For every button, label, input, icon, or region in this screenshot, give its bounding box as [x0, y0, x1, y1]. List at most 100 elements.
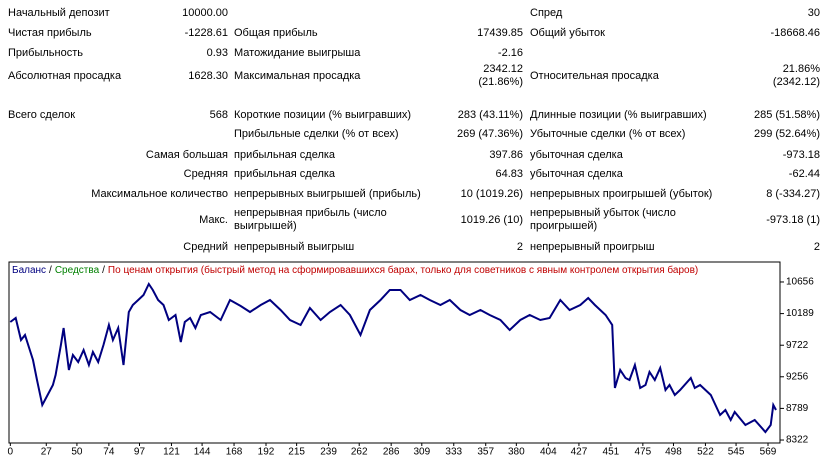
legend-separator: /	[49, 265, 52, 276]
legend-entry: Средства	[55, 265, 100, 276]
row-value: -973.18	[782, 148, 820, 161]
series-line	[9, 281, 777, 434]
row-label: Матожидание выигрыша	[234, 46, 361, 59]
x-tick-label: 522	[697, 447, 714, 458]
row-value: (2342.12)	[772, 76, 820, 88]
row-label: непрерывных выигрышей (прибыль)	[234, 187, 421, 200]
row-label: выигрышей)	[234, 220, 297, 232]
x-tick-label: 451	[603, 447, 620, 458]
x-tick-label: 168	[226, 447, 243, 458]
x-tick-label: 215	[288, 447, 305, 458]
row-label: Абсолютная просадка	[8, 69, 122, 82]
row-label: Средний	[183, 240, 228, 253]
row-label: Максимальное количество	[91, 187, 228, 200]
x-tick-label: 144	[194, 447, 211, 458]
row-label: непрерывный выигрыш	[234, 240, 355, 253]
row-label: непрерывный убыток (число	[530, 207, 676, 219]
x-tick-label: 404	[540, 447, 557, 458]
x-tick-label: 380	[508, 447, 525, 458]
row-label: Короткие позиции (% выигравших)	[234, 108, 412, 121]
row-label: прибыльная сделка	[234, 148, 336, 161]
x-tick-label: 239	[320, 447, 337, 458]
row-label: Прибыльные сделки (% от всех)	[234, 127, 399, 140]
row-value: 64.83	[495, 167, 523, 180]
legend-entry: Баланс	[12, 265, 46, 276]
row-label: Прибыльность	[8, 46, 83, 59]
row-value: 1628.30	[188, 69, 228, 82]
x-tick-label: 545	[728, 447, 745, 458]
row-label: Макс.	[199, 213, 228, 226]
row-label: Средняя	[183, 167, 228, 180]
y-tick-label: 9722	[786, 340, 809, 351]
row-value: 2	[516, 240, 523, 253]
row-value: 1019.26 (10)	[460, 213, 523, 226]
row-value: -18668.46	[770, 26, 820, 39]
row-value: 21.86%	[782, 63, 820, 75]
row-value: 2	[813, 240, 820, 253]
x-tick-label: 286	[383, 447, 400, 458]
row-label: прибыльная сделка	[234, 167, 336, 180]
row-value: 0.93	[206, 46, 228, 59]
row-value: 8 (-334.27)	[766, 187, 820, 200]
row-value: -2.16	[497, 46, 523, 59]
row-value: (21.86%)	[478, 76, 523, 88]
x-tick-label: 74	[103, 447, 115, 458]
x-tick-label: 97	[134, 447, 146, 458]
row-value: 17439.85	[477, 26, 523, 39]
row-value: -1228.61	[184, 26, 228, 39]
row-label: Общая прибыль	[234, 26, 318, 39]
x-tick-label: 50	[71, 447, 83, 458]
x-tick-label: 569	[760, 447, 777, 458]
row-value: -62.44	[788, 167, 820, 180]
x-tick-label: 498	[665, 447, 682, 458]
legend-entry: По ценам открытия (быстрый метод на сфор…	[108, 264, 698, 276]
row-label: непрерывная прибыль (число	[234, 207, 387, 219]
row-label: Максимальная просадка	[234, 69, 361, 82]
row-value: 30	[807, 6, 820, 19]
x-tick-label: 27	[41, 447, 53, 458]
row-value: 285 (51.58%)	[753, 108, 820, 121]
y-tick-label: 9256	[786, 371, 809, 382]
row-value: 299 (52.64%)	[753, 127, 820, 140]
x-tick-label: 0	[8, 447, 14, 458]
row-label: непрерывных проигрышей (убыток)	[530, 187, 713, 200]
row-value: -973.18 (1)	[766, 213, 820, 226]
row-label: Относительная просадка	[530, 69, 659, 82]
row-label: Чистая прибыль	[8, 26, 92, 39]
x-tick-label: 357	[477, 447, 494, 458]
row-label: Самая большая	[145, 148, 228, 161]
row-value: 269 (47.36%)	[456, 127, 523, 140]
x-tick-label: 262	[351, 447, 368, 458]
row-label: Общий убыток	[530, 26, 605, 39]
row-value: 397.86	[489, 148, 523, 161]
x-tick-label: 309	[413, 447, 430, 458]
row-value: 283 (43.11%)	[457, 108, 523, 121]
row-label: Начальный депозит	[8, 6, 110, 19]
y-tick-label: 10656	[786, 277, 814, 288]
plot-frame	[8, 261, 781, 444]
row-value: 10000.00	[182, 6, 228, 19]
row-label: непрерывный проигрыш	[530, 240, 655, 253]
x-tick-label: 333	[445, 447, 462, 458]
row-label: убыточная сделка	[530, 148, 623, 161]
row-value: 568	[209, 108, 228, 121]
y-tick-label: 8789	[786, 403, 809, 414]
row-label: Спред	[530, 6, 563, 19]
legend-separator: /	[102, 265, 105, 276]
y-tick-label: 10189	[786, 308, 814, 319]
row-label: Убыточные сделки (% от всех)	[530, 127, 686, 140]
x-tick-label: 121	[163, 447, 180, 458]
row-label: Длинные позиции (% выигравших)	[530, 108, 707, 121]
legend: Баланс / Средства / По ценам открытия (быстр…	[12, 264, 698, 276]
row-value: 10 (1019.26)	[460, 187, 523, 200]
x-tick-label: 475	[635, 447, 652, 458]
row-label: проигрышей)	[530, 220, 598, 232]
row-value: 2342.12	[483, 63, 523, 75]
x-tick-label: 192	[258, 447, 275, 458]
row-label: убыточная сделка	[530, 167, 623, 180]
row-label: Всего сделок	[8, 108, 76, 121]
y-tick-label: 8322	[786, 435, 809, 446]
x-tick-label: 427	[571, 447, 588, 458]
